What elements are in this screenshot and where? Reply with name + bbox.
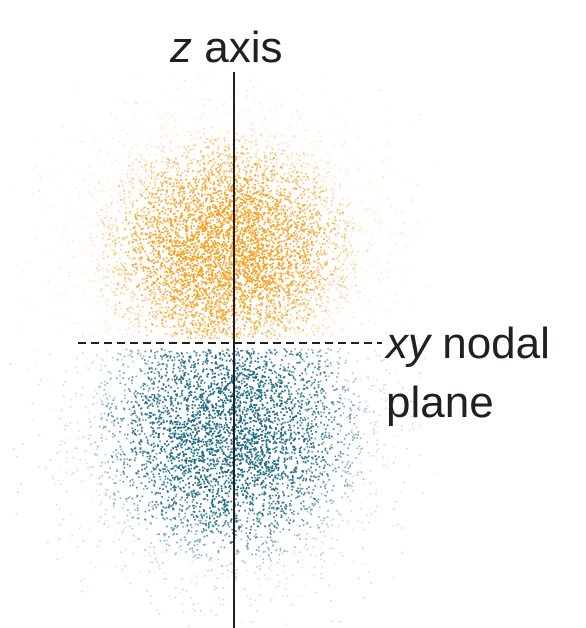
lower-lobe-dots (9, 348, 439, 628)
xy-variable: xy (386, 319, 430, 368)
z-axis-label: z axis (170, 26, 282, 70)
plane-label: plane (386, 378, 494, 427)
nodal-word: nodal (442, 319, 550, 368)
upper-lobe-dots (13, 70, 434, 340)
z-axis-word: axis (204, 23, 283, 72)
nodal-plane-label: xy nodal (386, 322, 550, 366)
z-axis-variable: z (170, 23, 192, 72)
